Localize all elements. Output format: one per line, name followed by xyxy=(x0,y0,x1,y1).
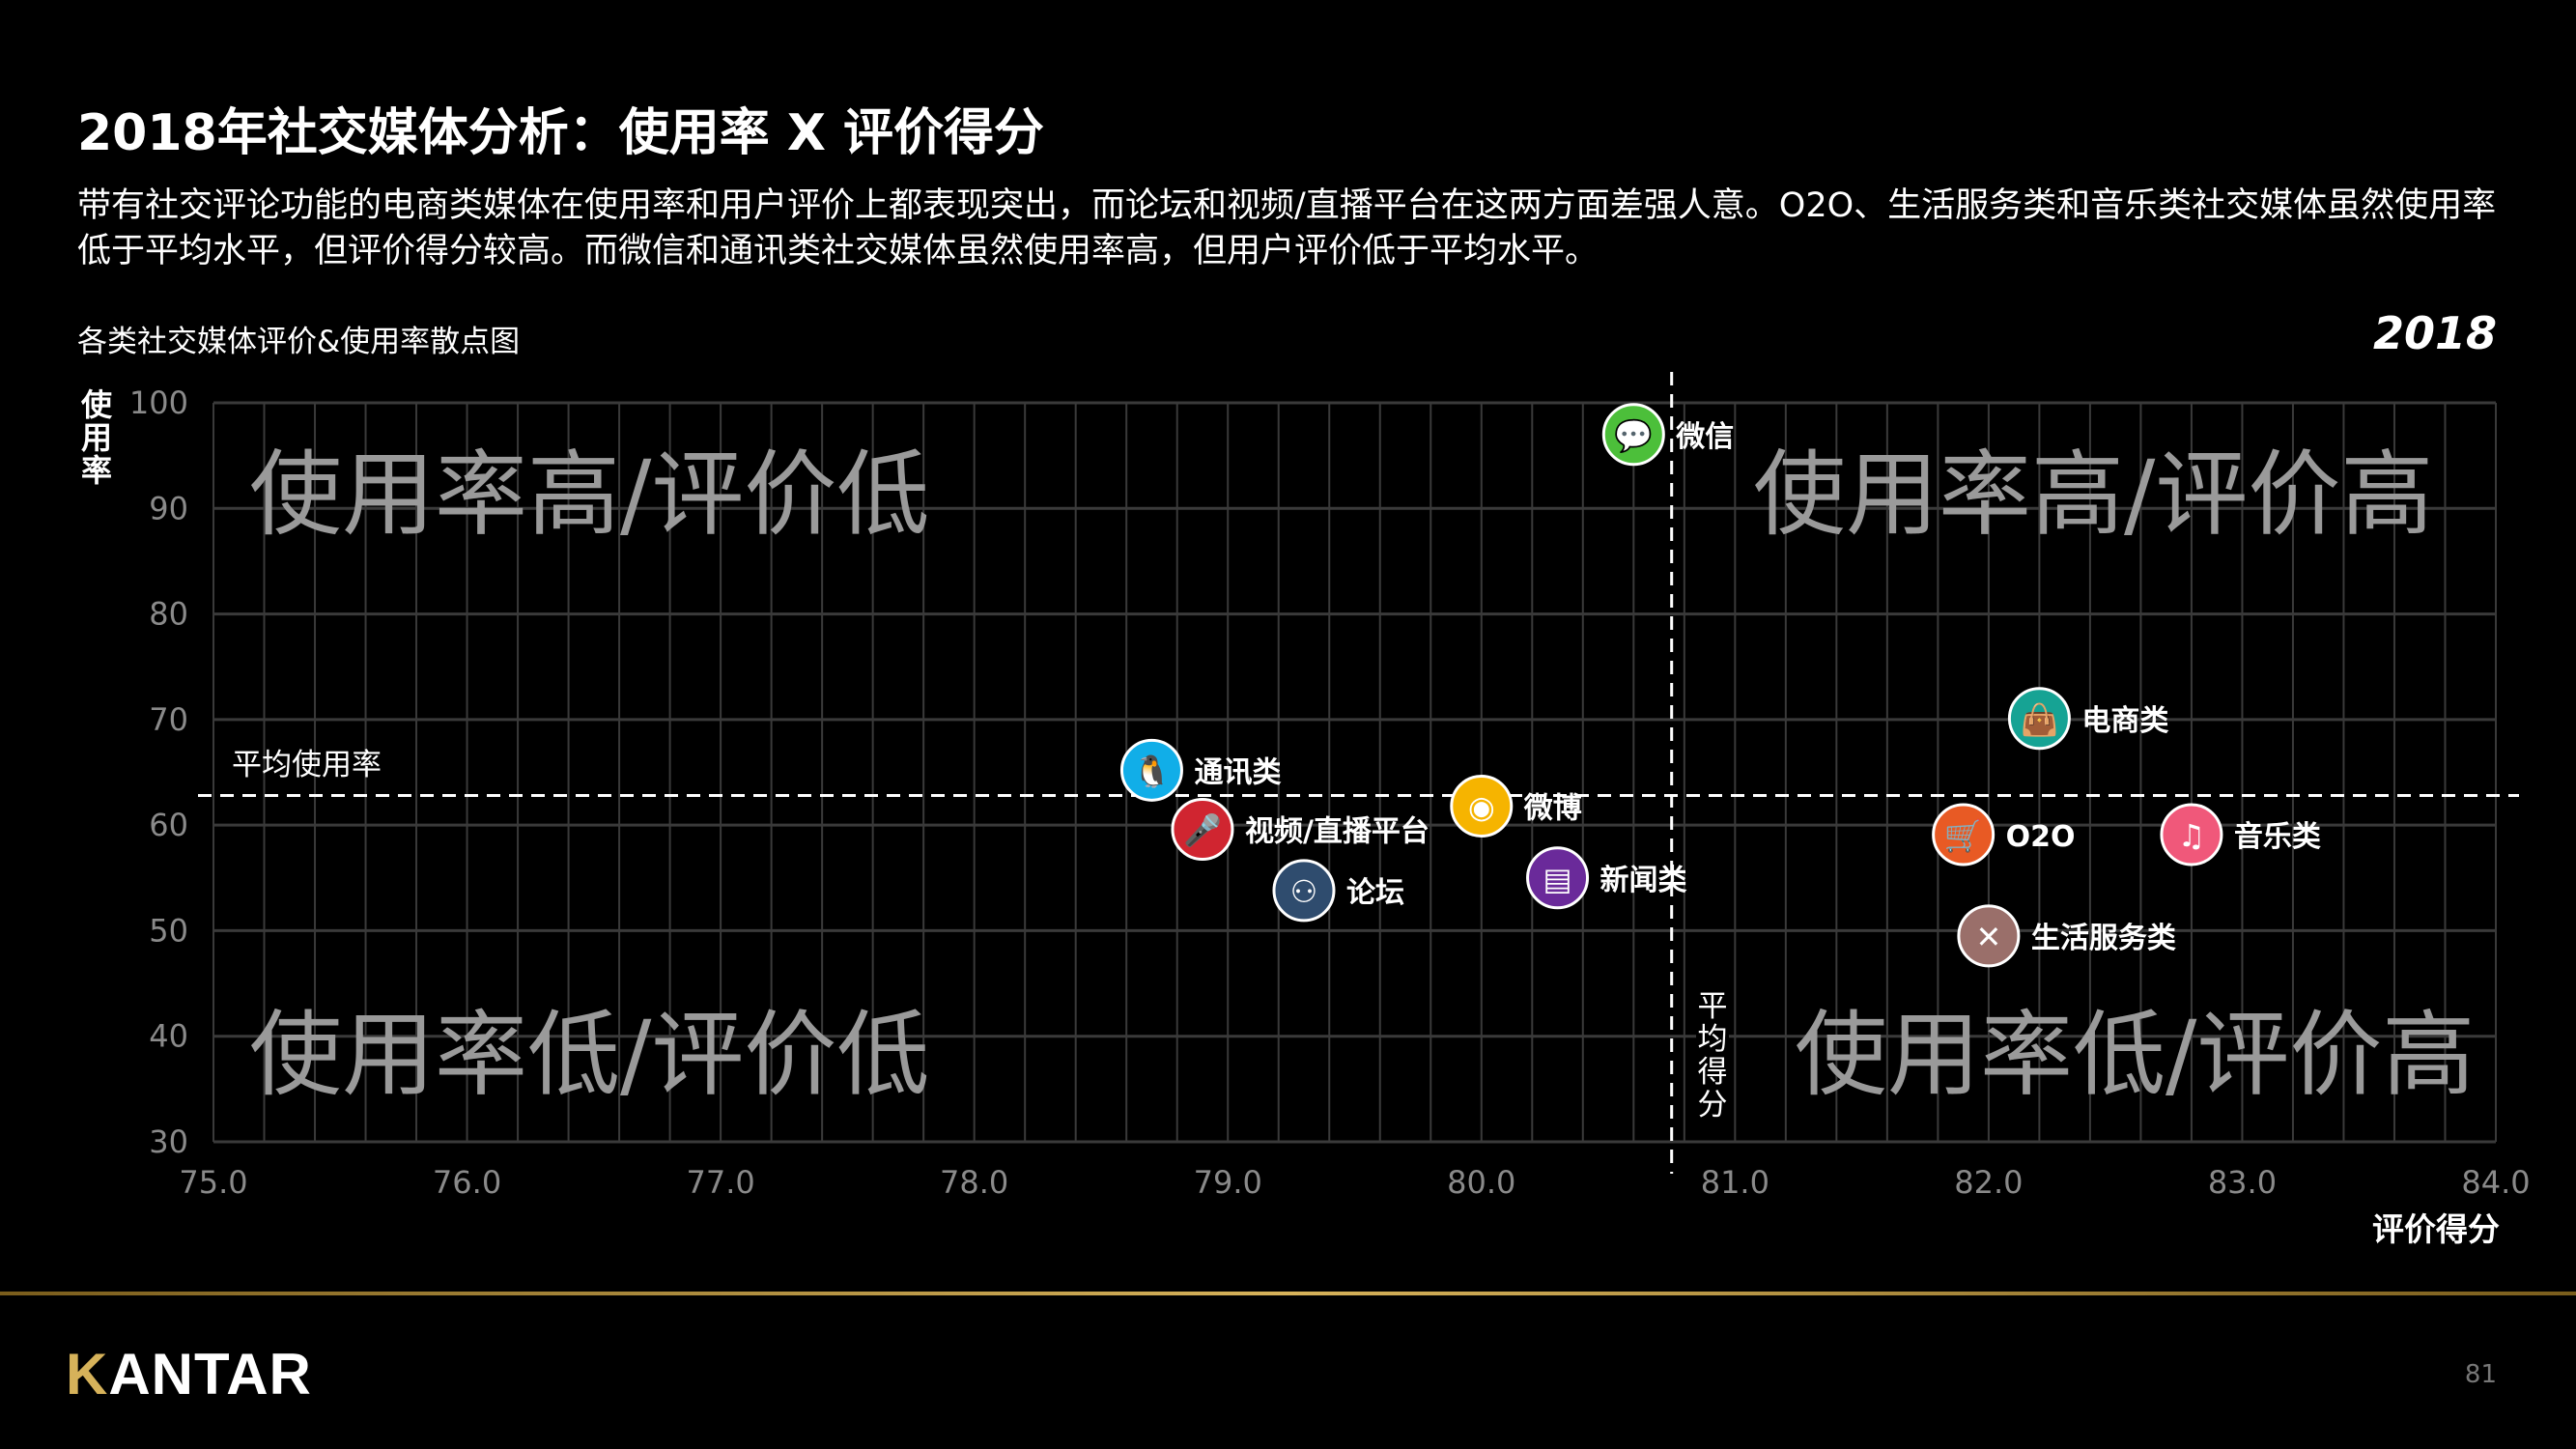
data-label: 微信 xyxy=(1675,420,1734,454)
qq-penguin-icon: 🐧 xyxy=(1133,753,1172,789)
newspaper-icon: ▤ xyxy=(1543,861,1571,897)
data-label: 微博 xyxy=(1523,791,1582,825)
y-tick-label: 50 xyxy=(149,912,188,949)
shopping-bag-icon: 👜 xyxy=(2020,701,2058,738)
data-label: 视频/直播平台 xyxy=(1245,815,1430,849)
y-tick-label: 60 xyxy=(149,807,188,843)
quadrant-label-bottom-right: 使用率低/评价高 xyxy=(1795,1001,2475,1109)
y-axis-label: 使用率 xyxy=(80,386,113,489)
data-point xyxy=(2007,687,2071,751)
data-label: 电商类 xyxy=(2081,704,2168,738)
average-score-label: 平均得分 xyxy=(1696,989,1729,1122)
x-tick-label: 84.0 xyxy=(2461,1164,2530,1201)
year-label: 2018 xyxy=(2372,307,2497,359)
x-tick-label: 79.0 xyxy=(1194,1164,1262,1201)
data-point xyxy=(1272,859,1336,923)
data-label: 论坛 xyxy=(1346,876,1404,910)
data-point xyxy=(1526,846,1590,910)
quadrant-label-top-left: 使用率高/评价低 xyxy=(249,440,929,549)
average-usage-label: 平均使用率 xyxy=(232,748,382,782)
x-tick-label: 77.0 xyxy=(686,1164,754,1201)
data-label: O2O xyxy=(2006,820,2076,854)
page-subtitle: 带有社交评论功能的电商类媒体在使用率和用户评价上都表现突出，而论坛和视频/直播平… xyxy=(77,186,2497,270)
data-label: 生活服务类 xyxy=(2031,922,2176,955)
data-point xyxy=(2160,803,2223,867)
x-tick-label: 81.0 xyxy=(1701,1164,1769,1201)
data-point xyxy=(1119,738,1183,802)
page-number: 81 xyxy=(2464,1360,2497,1389)
y-tick-label: 30 xyxy=(149,1123,188,1160)
quadrant-label-top-right: 使用率高/评价高 xyxy=(1753,440,2433,549)
x-tick-label: 82.0 xyxy=(1954,1164,2023,1201)
x-tick-label: 76.0 xyxy=(433,1164,501,1201)
kantar-logo: KANTAR xyxy=(66,1342,312,1406)
music-note-icon: ♫ xyxy=(2178,817,2206,854)
data-point xyxy=(1450,774,1514,838)
quadrant-label-bottom-left: 使用率低/评价低 xyxy=(249,1001,929,1109)
page-title: 2018年社交媒体分析：使用率 X 评价得分 xyxy=(77,104,1045,162)
data-label: 通讯类 xyxy=(1194,755,1281,789)
y-tick-label: 80 xyxy=(149,596,188,633)
x-tick-label: 80.0 xyxy=(1447,1164,1515,1201)
x-tick-label: 83.0 xyxy=(2208,1164,2277,1201)
people-icon: ⚇ xyxy=(1290,873,1318,910)
data-point xyxy=(1957,904,2021,968)
y-tick-label: 90 xyxy=(149,490,188,526)
y-tick-label: 100 xyxy=(129,384,188,421)
data-label: 新闻类 xyxy=(1600,864,1687,897)
weibo-icon: ◉ xyxy=(1468,788,1495,825)
shopping-cart-icon: 🛒 xyxy=(1944,817,1983,854)
fork-spoon-icon: ✕ xyxy=(1975,919,2001,955)
data-point xyxy=(1601,403,1665,467)
x-tick-label: 78.0 xyxy=(940,1164,1008,1201)
y-tick-label: 40 xyxy=(149,1018,188,1055)
x-tick-label: 75.0 xyxy=(179,1164,247,1201)
wechat-icon: 💬 xyxy=(1614,417,1653,454)
y-tick-label: 70 xyxy=(149,701,188,738)
data-point xyxy=(1171,798,1234,862)
microphone-icon: 🎤 xyxy=(1183,812,1222,849)
chart-title: 各类社交媒体评价&使用率散点图 xyxy=(77,325,521,359)
footer-divider xyxy=(0,1292,2576,1295)
data-label: 音乐类 xyxy=(2234,820,2321,854)
x-axis-label: 评价得分 xyxy=(2372,1210,2500,1248)
data-point xyxy=(1932,803,1996,867)
